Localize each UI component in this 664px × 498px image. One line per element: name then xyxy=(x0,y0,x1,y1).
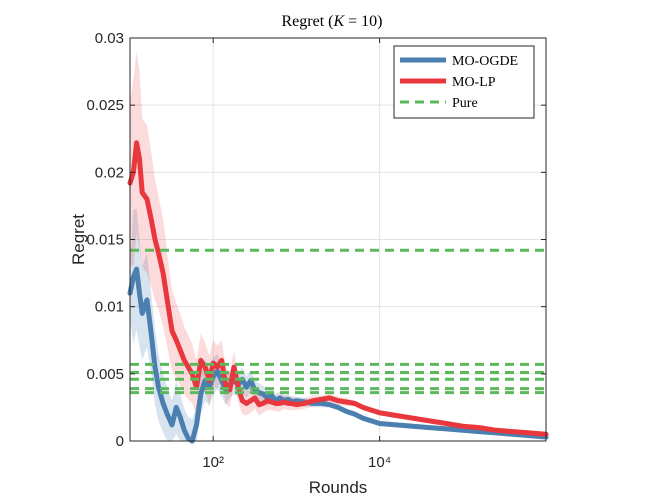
y-tick-label: 0 xyxy=(116,433,124,450)
mo-lp-line xyxy=(127,140,549,437)
legend-entry-label: MO-OGDE xyxy=(452,54,518,69)
x-tick-label: 10⁴ xyxy=(368,454,391,471)
y-tick-label: 0.025 xyxy=(86,97,124,114)
x-tick-label: 10² xyxy=(202,454,224,471)
y-tick-label: 0.01 xyxy=(95,299,124,316)
y-axis-label: Regret xyxy=(69,214,88,265)
legend-entry-label: MO-LP xyxy=(452,75,496,90)
axis-ticks: 0 0.005 0.01 0.015 0.02 0.025 0.03 10² 10⁴ xyxy=(86,30,546,471)
mo-ogde-line xyxy=(127,266,549,444)
chart-title: Regret (K = 10) xyxy=(281,13,382,30)
series-lines xyxy=(127,140,549,444)
y-tick-label: 0.005 xyxy=(86,366,124,383)
legend-entry-label: Pure xyxy=(452,96,478,111)
y-tick-label: 0.03 xyxy=(95,30,124,47)
y-tick-label: 0.02 xyxy=(95,164,124,181)
x-axis-label: Rounds xyxy=(309,478,368,497)
legend: MO-OGDE MO-LP Pure xyxy=(393,45,535,119)
y-tick-label: 0.015 xyxy=(86,232,124,249)
